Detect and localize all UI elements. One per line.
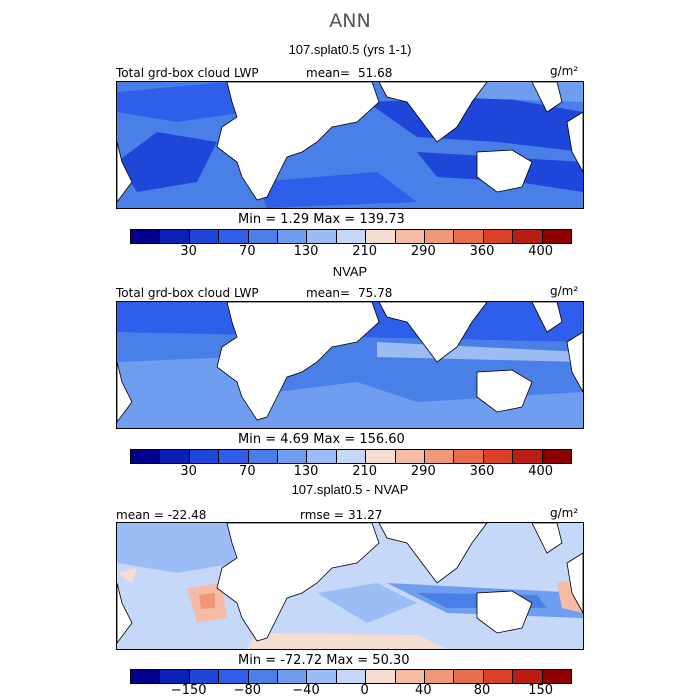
colorbar-segment [542,230,572,243]
panel-3-colorbar [130,669,572,684]
colorbar-segment [395,230,426,243]
colorbar-segment [366,450,396,463]
colorbar-segment [248,670,279,683]
panel-2-field-label: Total grd-box cloud LWP [116,286,259,300]
colorbar-tick-label: 130 [293,244,319,259]
colorbar-tick-label: 290 [410,464,436,479]
colorbar-tick-label: 30 [180,464,197,479]
colorbar-tick-label: 210 [352,244,378,259]
colorbar-segment [131,670,161,683]
colorbar-segment [219,450,249,463]
colorbar-segment [131,230,161,243]
colorbar-tick-label: 130 [293,464,319,479]
colorbar-segment [307,230,337,243]
panel-3-rmse-value: 31.27 [348,508,383,522]
colorbar-tick-label: 210 [352,464,378,479]
colorbar-segment [425,670,455,683]
colorbar-tick-label: −150 [170,683,207,698]
panel-2-minmax: Min = 4.69 Max = 156.60 [238,432,405,447]
colorbar-segment [219,230,249,243]
colorbar-tick-label: 400 [528,244,554,259]
colorbar-tick-label: 400 [528,464,554,479]
panel-3-minmax: Min = -72.72 Max = 50.30 [238,653,410,668]
panel-3-colorbar-ticks: −150 −80 −40 0 40 80 150 [130,683,570,699]
colorbar-segment [160,450,190,463]
colorbar-tick-label: 0 [360,683,369,698]
colorbar-segment [513,230,543,243]
colorbar-segment [248,450,279,463]
colorbar-segment [513,450,543,463]
colorbar-segment [189,450,220,463]
panel-3-mean: mean = -22.48 [116,508,207,522]
colorbar-segment [248,230,279,243]
panel-1-mean-value: 51.68 [358,66,393,80]
colorbar-segment [395,450,426,463]
colorbar-segment [483,670,514,683]
colorbar-tick-label: −80 [233,683,262,698]
colorbar-tick-label: 360 [469,464,495,479]
page-title: ANN [329,10,371,32]
panel-2-mean-label: mean= [306,286,351,300]
colorbar-segment [483,450,514,463]
colorbar-segment [454,670,484,683]
panel-1-map [116,81,584,209]
panel-1-units: g/m² [550,64,579,78]
colorbar-segment [336,450,367,463]
colorbar-segment [366,670,396,683]
colorbar-segment [425,450,455,463]
panel-1-field-label: Total grd-box cloud LWP [116,66,259,80]
colorbar-segment [160,230,190,243]
colorbar-segment [278,670,308,683]
colorbar-segment [160,670,190,683]
colorbar-tick-label: 290 [410,244,436,259]
colorbar-tick-label: 80 [473,683,491,698]
colorbar-segment [483,230,514,243]
panel-1-colorbar [130,229,572,244]
colorbar-segment [336,670,367,683]
colorbar-segment [542,670,572,683]
panel-3-subtitle: 107.splat0.5 - NVAP [291,482,409,497]
colorbar-segment [189,670,220,683]
colorbar-segment [307,450,337,463]
colorbar-segment [278,230,308,243]
panel-2-subtitle: NVAP [332,264,368,279]
colorbar-tick-label: 150 [528,683,554,698]
colorbar-segment [336,230,367,243]
colorbar-segment [395,670,426,683]
colorbar-segment [513,670,543,683]
colorbar-segment [307,670,337,683]
colorbar-tick-label: 360 [469,244,495,259]
colorbar-segment [366,230,396,243]
colorbar-segment [454,450,484,463]
colorbar-segment [219,670,249,683]
panel-1-colorbar-ticks: 30 70 130 210 290 360 400 [130,244,570,260]
panel-1-mean-label: mean= [306,66,351,80]
panel-2-colorbar-ticks: 30 70 130 210 290 360 400 [130,464,570,480]
panel-2-mean-value: 75.78 [358,286,393,300]
panel-1-minmax: Min = 1.29 Max = 139.73 [238,212,405,227]
colorbar-tick-label: 70 [239,244,256,259]
colorbar-segment [278,450,308,463]
panel-3-units: g/m² [550,506,579,520]
colorbar-segment [131,450,161,463]
colorbar-tick-label: 70 [239,464,256,479]
colorbar-tick-label: −40 [292,683,320,698]
colorbar-segment [425,230,455,243]
panel-2-map [116,301,584,429]
panel-1-subtitle: 107.splat0.5 (yrs 1-1) [288,42,412,57]
panel-3-map [116,522,584,650]
panel-3-rmse-label: rmse = [300,508,344,522]
colorbar-tick-label: 30 [180,244,197,259]
colorbar-segment [542,450,572,463]
colorbar-tick-label: 40 [415,683,432,698]
colorbar-segment [189,230,220,243]
panel-2-colorbar [130,449,572,464]
colorbar-segment [454,230,484,243]
panel-2-units: g/m² [550,284,579,298]
